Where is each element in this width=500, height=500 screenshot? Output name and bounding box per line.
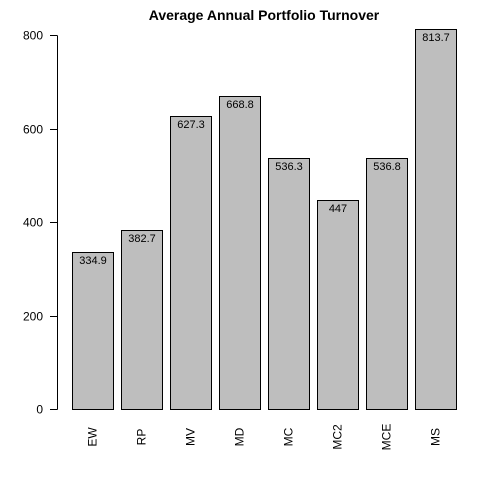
chart-title: Average Annual Portfolio Turnover [149, 7, 380, 23]
bar-mce [366, 158, 408, 410]
data-label: 447 [329, 203, 347, 215]
y-tick-label: 800 [23, 29, 43, 43]
value-labels: 334.9 382.7 627.3 668.8 536.3 447 536.8 813.7 [79, 32, 450, 267]
bars [72, 29, 457, 410]
y-tick-label: 200 [23, 310, 43, 324]
data-label: 813.7 [422, 32, 450, 44]
data-label: 382.7 [128, 233, 156, 245]
y-axis: 0 200 400 600 800 [23, 29, 58, 417]
x-category-label: RP [135, 429, 149, 446]
data-label: 334.9 [79, 255, 107, 267]
category-labels: EW RP MV MD MC MC2 MCE MS [86, 424, 443, 451]
x-category-label: EW [86, 427, 100, 447]
bar-md [219, 96, 261, 410]
x-category-label: MS [429, 428, 443, 446]
y-tick-label: 0 [36, 403, 43, 417]
bar-mc2 [317, 200, 359, 410]
bar-ms [415, 29, 457, 410]
y-tick-label: 400 [23, 216, 43, 230]
bar-mv [170, 116, 212, 410]
x-category-label: MC [282, 427, 296, 446]
x-category-label: MCE [380, 424, 394, 451]
x-category-label: MV [184, 428, 198, 446]
x-category-label: MD [233, 427, 247, 446]
data-label: 536.8 [373, 161, 401, 173]
x-category-label: MC2 [331, 424, 345, 450]
data-label: 668.8 [226, 99, 254, 111]
y-tick-label: 600 [23, 123, 43, 137]
bar-mc [268, 158, 310, 410]
bar-ew [72, 252, 114, 410]
bar-rp [121, 230, 163, 410]
data-label: 536.3 [275, 161, 303, 173]
data-label: 627.3 [177, 119, 205, 131]
